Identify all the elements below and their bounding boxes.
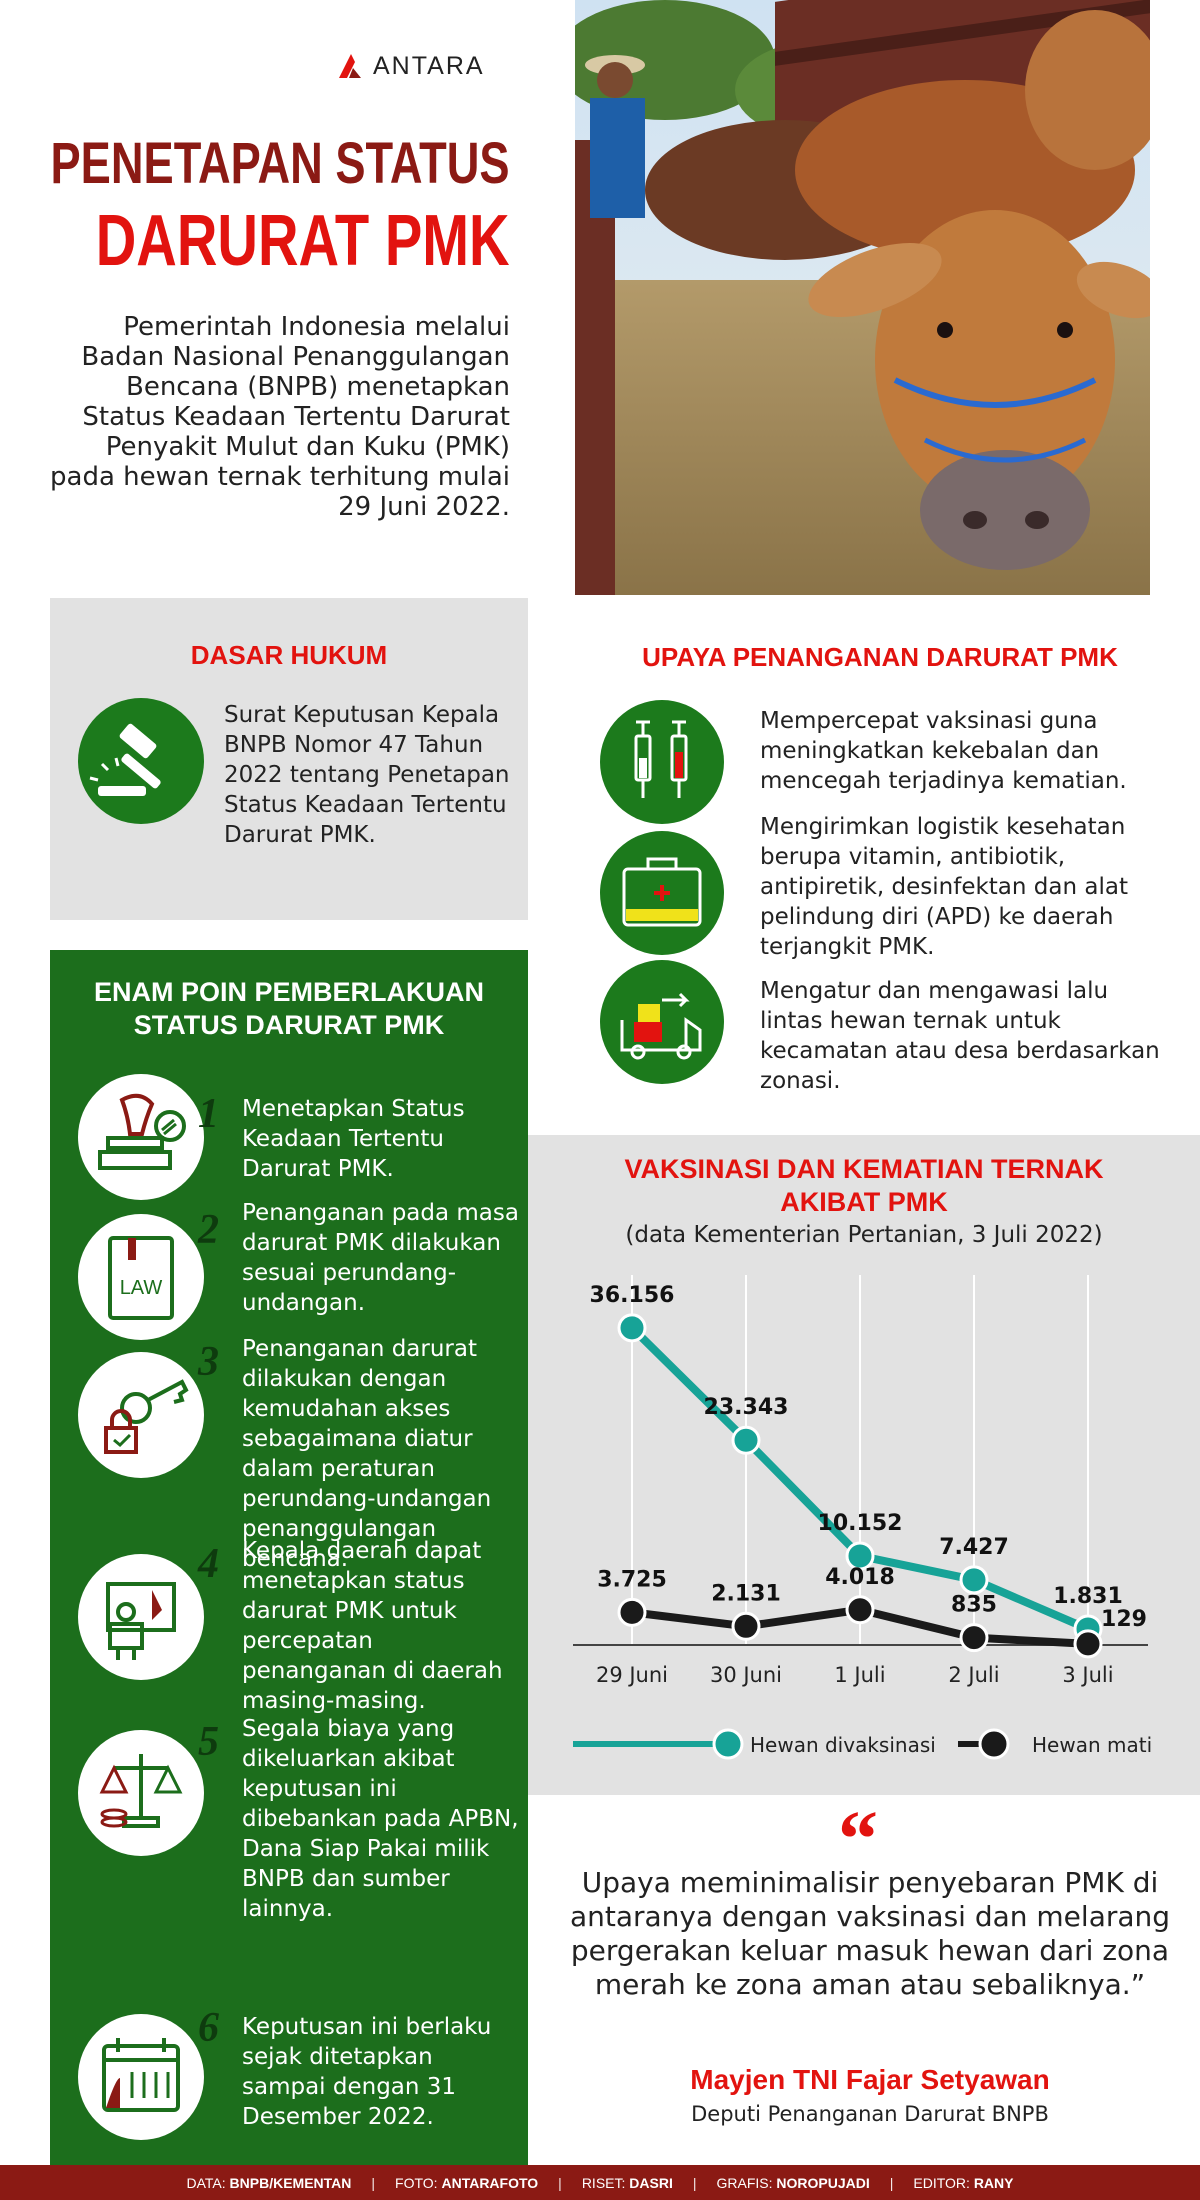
antara-logo-icon (339, 54, 361, 78)
point-text: Penanganan pada masa darurat PMK dilakuk… (242, 1200, 519, 1316)
point-text: Kepala daerah dapat menetapkan status da… (242, 1538, 503, 1714)
credit-editor: EDITOR: RANY (913, 2174, 1014, 2191)
quote-author: Mayjen TNI Fajar Setyawan (690, 2064, 1050, 2095)
point-text: Penanganan darurat dilakukan dengan kemu… (242, 1336, 492, 1572)
point-number: 6 (198, 2005, 219, 2051)
data-point (845, 1595, 875, 1625)
point-number: 3 (198, 1339, 219, 1385)
legend-marker-mati (978, 1728, 1010, 1760)
page-title-line1: PENETAPAN STATUS (50, 131, 510, 196)
key-lock-icon (78, 1352, 204, 1478)
scale-coins-icon (78, 1730, 204, 1856)
stamp-icon (78, 1074, 204, 1200)
point-number: 2 (198, 1207, 219, 1253)
brand-name: ANTARA (373, 51, 485, 80)
data-label: 10.152 (818, 1511, 903, 1536)
presenter-icon (78, 1554, 204, 1680)
data-label: 36.156 (590, 1283, 675, 1308)
point-number: 5 (198, 1719, 219, 1765)
upaya-text: Mengatur dan mengawasi lalu lintas hewan… (760, 978, 1160, 1094)
data-point (959, 1623, 989, 1653)
credits-footer: DATA: BNPB/KEMENTAN | FOTO: ANTARAFOTO |… (0, 2165, 1200, 2200)
chart-subtitle: (data Kementerian Pertanian, 3 Juli 2022… (625, 1222, 1103, 1248)
footer-separator: | (558, 2174, 562, 2191)
law-book-icon: LAW (78, 1214, 204, 1340)
enam-poin-title-line1: ENAM POIN PEMBERLAKUAN (93, 977, 484, 1007)
quote-text: Upaya meminimalisir penyebaran PMK di an… (569, 1866, 1171, 2001)
data-label: 129 (1101, 1607, 1147, 1632)
data-label: 1.831 (1053, 1584, 1123, 1609)
legend-label-mati: Hewan mati (1032, 1733, 1152, 1757)
chart-title-line1: VAKSINASI DAN KEMATIAN TERNAK (624, 1154, 1104, 1184)
upaya-title: UPAYA PENANGANAN DARURAT PMK (642, 642, 1118, 672)
credit-grafis: GRAFIS: NOROPUJADI (716, 2174, 870, 2191)
medical-kit-icon (600, 831, 724, 955)
data-point (731, 1425, 761, 1455)
footer-separator: | (371, 2174, 376, 2191)
data-label: 2.131 (711, 1581, 781, 1606)
upaya-text: Mengirimkan logistik kesehatan berupa vi… (760, 814, 1128, 960)
chart-title: VAKSINASI DAN KEMATIAN TERNAK AKIBAT PMK (528, 1153, 1200, 1219)
data-point (731, 1611, 761, 1641)
legend-label-divaksinasi: Hewan divaksinasi (750, 1733, 936, 1757)
delivery-truck-icon (600, 960, 724, 1084)
credit-foto: FOTO: ANTARAFOTO (395, 2174, 539, 2191)
x-tick-label: 30 Juni (710, 1663, 782, 1687)
x-tick-label: 2 Juli (948, 1663, 999, 1687)
antara-logo: ANTARA (333, 50, 485, 82)
legend-marker-divaksinasi (712, 1728, 744, 1760)
syringe-icon (600, 700, 724, 824)
law-book-label: LAW (120, 1277, 163, 1299)
credit-riset: RISET: DASRI (581, 2174, 673, 2191)
data-point (1073, 1629, 1103, 1659)
enam-poin-title: ENAM POIN PEMBERLAKUAN STATUS DARURAT PM… (50, 976, 528, 1042)
point-number: 1 (198, 1091, 219, 1137)
dasar-hukum-panel: DASAR HUKUM Surat Keputusan Kepala BNPB … (50, 598, 528, 920)
quote-mark: “ (838, 1796, 878, 1884)
point-text: Segala biaya yang dikeluarkan akibat kep… (242, 1716, 519, 1922)
data-point (845, 1541, 875, 1571)
line-chart: 29 Juni 30 Juni 1 Juli 2 Juli 3 Juli 36.156 23… (573, 1275, 1152, 1760)
page-title-line2: DARURAT PMK (96, 201, 510, 281)
point-text: Keputusan ini berlaku sejak ditetapkan s… (242, 2014, 492, 2130)
data-point (617, 1597, 647, 1627)
intro-paragraph: Pemerintah Indonesia melalui Badan Nasio… (50, 312, 510, 522)
footer-separator: | (889, 2174, 894, 2191)
data-label: 3.725 (597, 1567, 667, 1592)
data-point (959, 1565, 989, 1595)
dasar-hukum-text: Surat Keputusan Kepala BNPB Nomor 47 Tah… (224, 702, 510, 848)
quote-role: Deputi Penanganan Darurat BNPB (691, 2102, 1049, 2126)
data-label: 835 (951, 1593, 997, 1618)
point-number: 4 (198, 1541, 219, 1587)
calendar-icon (78, 2014, 204, 2140)
data-label: 4.018 (825, 1565, 895, 1590)
upaya-text: Mempercepat vaksinasi guna meningkatkan … (760, 708, 1127, 794)
dasar-hukum-title: DASAR HUKUM (190, 640, 388, 670)
cattle-photo (575, 0, 1150, 595)
x-tick-label: 29 Juni (596, 1663, 668, 1687)
gavel-icon (78, 698, 204, 824)
footer-separator: | (692, 2174, 697, 2191)
enam-poin-title-line2: STATUS DARURAT PMK (133, 1010, 445, 1040)
point-text: Menetapkan Status Keadaan Tertentu Darur… (242, 1096, 465, 1182)
chart-title-line2: AKIBAT PMK (780, 1187, 948, 1217)
data-label: 7.427 (939, 1535, 1009, 1560)
credit-data: DATA: BNPB/KEMENTAN (186, 2174, 352, 2191)
x-tick-label: 3 Juli (1062, 1663, 1113, 1687)
x-tick-label: 1 Juli (834, 1663, 885, 1687)
data-label: 23.343 (704, 1395, 789, 1420)
enam-poin-panel: ENAM POIN PEMBERLAKUAN STATUS DARURAT PM… (50, 950, 528, 2165)
data-point (617, 1313, 647, 1343)
